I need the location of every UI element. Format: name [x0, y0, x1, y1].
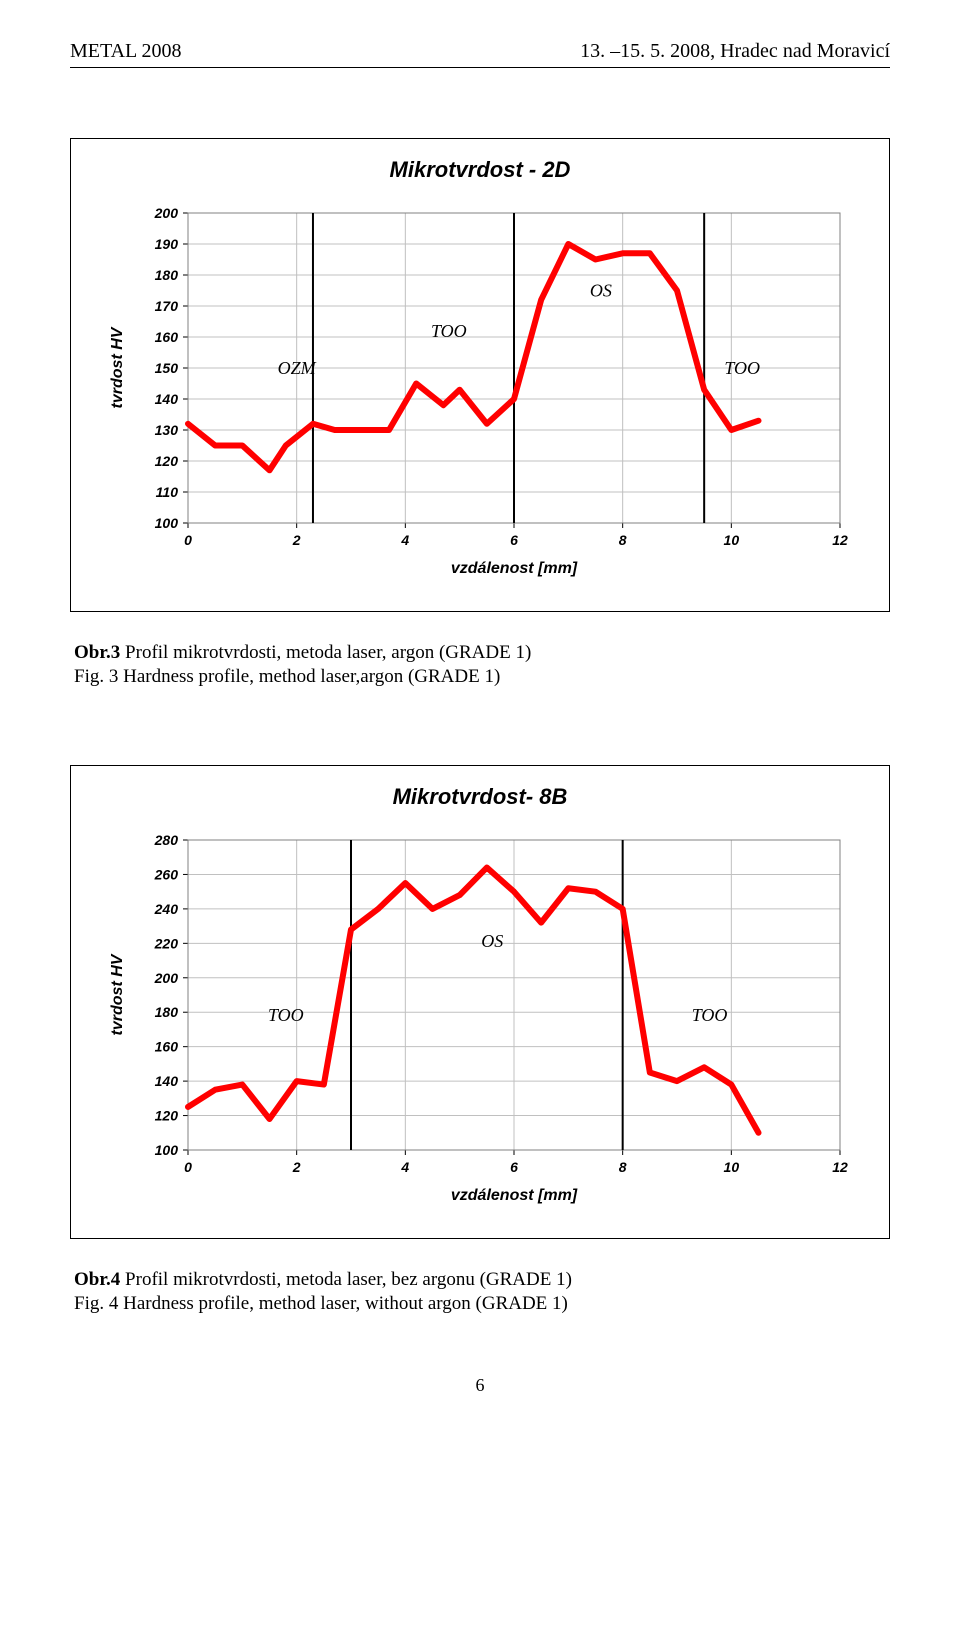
svg-text:280: 280	[154, 832, 179, 848]
caption-obr4-bold: Obr.4	[74, 1269, 120, 1290]
svg-text:2: 2	[292, 1159, 301, 1175]
svg-text:10: 10	[724, 532, 740, 548]
svg-text:8: 8	[619, 532, 627, 548]
svg-text:TOO: TOO	[692, 1005, 728, 1025]
caption-fig3: Fig. 3 Hardness profile, method laser,ar…	[74, 666, 890, 688]
svg-text:0: 0	[184, 1159, 192, 1175]
page-number: 6	[70, 1375, 890, 1396]
svg-text:OZM: OZM	[278, 358, 317, 378]
svg-text:150: 150	[155, 360, 179, 376]
svg-text:10: 10	[724, 1159, 740, 1175]
caption-obr3-bold: Obr.3	[74, 642, 120, 663]
svg-text:160: 160	[155, 329, 179, 345]
header-left: METAL 2008	[70, 40, 182, 63]
caption-obr4-rest: Profil mikrotvrdosti, metoda laser, bez …	[120, 1269, 572, 1290]
svg-text:12: 12	[832, 1159, 848, 1175]
chart-2-svg: 100 120 140 160 180 200 220 240 260 280 0 2 4 6 8 10 12 T…	[89, 830, 871, 1210]
chart-1-box: Mikrotvrdost - 2D 1001101201301401501601…	[70, 138, 890, 612]
caption-obr4: Obr.4 Profil mikrotvrdosti, metoda laser…	[74, 1269, 890, 1291]
svg-text:220: 220	[154, 935, 179, 951]
svg-text:120: 120	[155, 1108, 179, 1124]
caption-fig4: Fig. 4 Hardness profile, method laser, w…	[74, 1293, 890, 1315]
svg-text:170: 170	[155, 298, 179, 314]
svg-text:TOO: TOO	[724, 358, 760, 378]
svg-text:200: 200	[154, 970, 179, 986]
svg-text:200: 200	[154, 205, 179, 221]
svg-text:140: 140	[155, 391, 179, 407]
svg-text:8: 8	[619, 1159, 627, 1175]
svg-text:0: 0	[184, 532, 192, 548]
svg-text:TOO: TOO	[268, 1005, 304, 1025]
chart-2-title: Mikrotvrdost- 8B	[89, 784, 871, 810]
svg-text:100: 100	[155, 515, 179, 531]
svg-text:tvrdost HV: tvrdost HV	[109, 326, 126, 408]
chart-2-box: Mikrotvrdost- 8B 10012014016018020022024…	[70, 765, 890, 1239]
svg-text:140: 140	[155, 1073, 179, 1089]
svg-text:OS: OS	[481, 931, 503, 951]
chart-1-title: Mikrotvrdost - 2D	[89, 157, 871, 183]
svg-text:4: 4	[400, 532, 409, 548]
svg-text:12: 12	[832, 532, 848, 548]
caption-obr3-rest: Profil mikrotvrdosti, metoda laser, argo…	[120, 642, 531, 663]
svg-text:160: 160	[155, 1039, 179, 1055]
svg-text:180: 180	[155, 1004, 179, 1020]
chart-1-svg: 100 110 120 130 140 150 160 170 180 190 200 0 2 4 6 8 10…	[89, 203, 871, 583]
svg-text:6: 6	[510, 1159, 518, 1175]
svg-text:260: 260	[154, 866, 179, 882]
svg-text:100: 100	[155, 1142, 179, 1158]
page-header: METAL 2008 13. –15. 5. 2008, Hradec nad …	[70, 40, 890, 63]
svg-text:6: 6	[510, 532, 518, 548]
svg-text:120: 120	[155, 453, 179, 469]
svg-text:vzdálenost [mm]: vzdálenost [mm]	[451, 1187, 578, 1204]
svg-text:TOO: TOO	[431, 321, 467, 341]
svg-text:110: 110	[156, 484, 179, 500]
svg-text:2: 2	[292, 532, 301, 548]
caption-obr3: Obr.3 Profil mikrotvrdosti, metoda laser…	[74, 642, 890, 664]
svg-text:4: 4	[400, 1159, 409, 1175]
svg-text:130: 130	[155, 422, 179, 438]
svg-text:190: 190	[155, 236, 179, 252]
svg-text:tvrdost HV: tvrdost HV	[109, 953, 126, 1035]
svg-text:OS: OS	[590, 281, 612, 301]
svg-text:vzdálenost [mm]: vzdálenost [mm]	[451, 560, 578, 577]
svg-text:180: 180	[155, 267, 179, 283]
svg-text:240: 240	[154, 901, 179, 917]
header-right: 13. –15. 5. 2008, Hradec nad Moravicí	[580, 40, 890, 63]
header-rule	[70, 67, 890, 68]
